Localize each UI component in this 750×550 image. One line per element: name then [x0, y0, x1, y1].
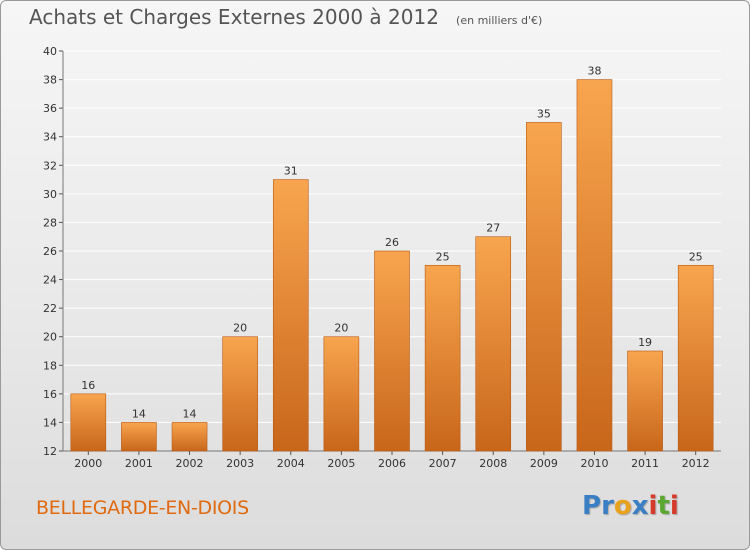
bar-2008: [475, 236, 512, 452]
x-tick-label: 2008: [479, 457, 507, 470]
y-tick-label: 18: [43, 359, 57, 372]
x-tick-label: 2003: [226, 457, 254, 470]
bar-2001: [121, 422, 157, 452]
x-tick-label: 2004: [277, 457, 305, 470]
value-label: 25: [436, 250, 450, 263]
labels: 16 14 14 20 31 20 26 25 27 35 38 19 25: [81, 65, 702, 421]
x-tick-label: 2005: [327, 457, 355, 470]
commune-name: BELLEGARDE-EN-DIOIS: [36, 497, 249, 519]
value-label: 14: [132, 407, 146, 420]
x-tick-label: 2012: [682, 457, 710, 470]
bar-2009: [526, 122, 562, 452]
y-tick-label: 12: [43, 445, 57, 458]
value-label: 27: [486, 222, 500, 235]
y-tick-label: 30: [43, 188, 57, 201]
logo-letter: i: [648, 491, 658, 521]
bar-2003: [222, 336, 258, 452]
x-tick-label: 2006: [378, 457, 406, 470]
logo-letter: o: [613, 491, 632, 521]
x-tick-label: 2001: [125, 457, 153, 470]
bar-2000: [70, 393, 107, 452]
logo-letter: t: [657, 491, 670, 521]
y-tick-label: 22: [43, 302, 57, 315]
y-tick-label: 32: [43, 159, 57, 172]
bar-2011: [627, 350, 663, 452]
x-tick-label: 2010: [580, 457, 608, 470]
chart-subtitle: (en milliers d'€): [456, 14, 543, 27]
logo-letter: i: [669, 491, 679, 521]
logo-letter: P: [582, 491, 602, 521]
bar-2005: [323, 336, 360, 452]
y-tick-label: 14: [43, 416, 57, 429]
bar-2010: [576, 79, 613, 452]
y-tick-label: 28: [43, 216, 57, 229]
value-label: 35: [537, 107, 551, 120]
logo-letter: r: [601, 491, 614, 521]
logo-letter: x: [631, 491, 649, 521]
value-label: 20: [334, 322, 348, 335]
proxiti-logo[interactable]: Proxiti: [582, 491, 679, 521]
x-tick-label: 2011: [631, 457, 659, 470]
bar-2004: [272, 179, 309, 452]
y-tick-label: 40: [43, 45, 57, 58]
y-tick-label: 24: [43, 274, 57, 287]
bar-2002: [171, 422, 208, 452]
y-tick-label: 26: [43, 245, 57, 258]
bar-2007: [424, 264, 461, 452]
bar-2006: [374, 250, 410, 452]
value-label: 31: [284, 165, 298, 178]
value-label: 19: [638, 336, 652, 349]
x-tick-label: 2007: [429, 457, 457, 470]
chart-title: Achats et Charges Externes 2000 à 2012: [29, 5, 439, 29]
y-tick-label: 38: [43, 74, 57, 87]
value-label: 26: [385, 236, 399, 249]
x-tick-label: 2009: [530, 457, 558, 470]
value-label: 38: [587, 65, 601, 78]
x-tick-label: 2002: [176, 457, 204, 470]
value-label: 14: [183, 407, 197, 420]
y-tick-label: 16: [43, 388, 57, 401]
title-row: Achats et Charges Externes 2000 à 2012 (…: [29, 5, 542, 29]
y-tick-label: 34: [43, 131, 57, 144]
value-label: 20: [233, 322, 247, 335]
y-tick-label: 20: [43, 331, 57, 344]
value-label: 25: [689, 250, 703, 263]
y-tick-label: 36: [43, 102, 57, 115]
value-label: 16: [81, 379, 95, 392]
x-tick-label: 2000: [74, 457, 102, 470]
bars: [70, 79, 714, 452]
bar-2012: [677, 264, 714, 452]
